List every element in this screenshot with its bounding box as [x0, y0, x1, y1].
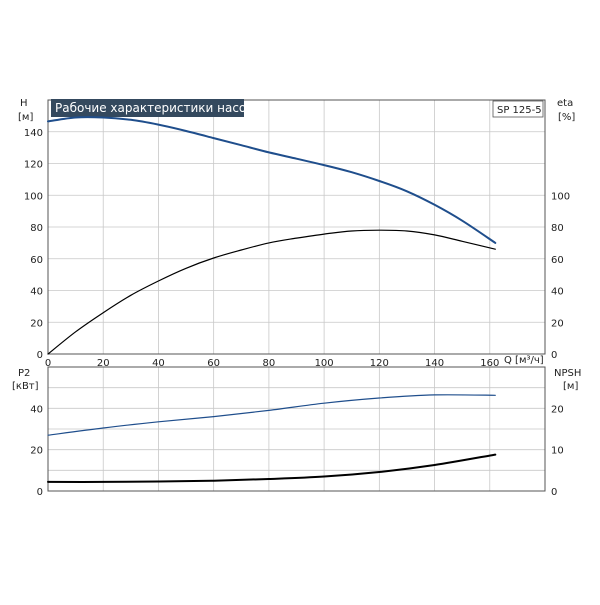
top-series-0-line	[47, 116, 497, 244]
bottom-y2-tick-label: 0	[551, 487, 557, 498]
top-y-tick-label: 80	[30, 223, 43, 234]
top-y2-tick-label: 20	[551, 318, 564, 329]
bottom-y-tick-label: 40	[30, 404, 43, 415]
flow-axis-label: Q [м³/ч]	[504, 355, 544, 366]
x-tick-label: 140	[425, 358, 444, 369]
top-y2-tick-label: 100	[551, 191, 570, 202]
top-panel-grid	[48, 100, 545, 354]
top-y-tick-label: 120	[24, 160, 43, 171]
top-series-1-line	[47, 229, 496, 355]
top-panel-frame	[47, 99, 546, 355]
top-y-tick-label: 140	[24, 128, 43, 139]
top-y2-tick-label: 60	[551, 255, 564, 266]
bottom-y2-tick-label: 20	[551, 404, 564, 415]
bottom-y-tick-label: 0	[37, 487, 43, 498]
bottom-panel-grid	[48, 367, 545, 491]
top-y-tick-label: 0	[37, 350, 43, 361]
x-tick-label: 80	[263, 358, 276, 369]
x-tick-label: 20	[97, 358, 110, 369]
power-axis-label: P2	[18, 368, 30, 379]
x-tick-label: 60	[207, 358, 220, 369]
chart-title: Рабочие характеристики насоса	[55, 101, 260, 115]
bottom-y-tick-label: 20	[30, 446, 43, 457]
chart-title-background	[51, 99, 244, 117]
x-tick-label: 100	[315, 358, 334, 369]
top-y-tick-label: 100	[24, 191, 43, 202]
npsh-axis-label: NPSH	[554, 368, 581, 379]
npsh-axis-unit: [м]	[563, 381, 578, 392]
x-tick-label: 120	[370, 358, 389, 369]
bottom-series-1-line	[47, 453, 497, 483]
top-y-tick-label: 60	[30, 255, 43, 266]
model-label: SP 125-5	[497, 105, 542, 116]
top-y2-tick-label: 80	[551, 223, 564, 234]
top-y2-tick-label: 0	[551, 350, 557, 361]
top-y-tick-label: 20	[30, 318, 43, 329]
model-label-box	[492, 100, 544, 118]
x-tick-label: 0	[45, 358, 51, 369]
bottom-y2-tick-label: 10	[551, 446, 564, 457]
head-axis-unit: [м]	[18, 112, 33, 123]
bottom-series-0-line	[47, 394, 496, 436]
top-y2-tick-label: 40	[551, 287, 564, 298]
top-y-tick-label: 40	[30, 287, 43, 298]
x-tick-label: 40	[152, 358, 165, 369]
x-tick-label: 160	[480, 358, 499, 369]
bottom-panel-frame	[47, 366, 546, 492]
eta-axis-label: eta	[557, 98, 573, 109]
head-axis-label: H	[20, 98, 28, 109]
curves	[47, 116, 497, 483]
power-axis-unit: [кВт]	[12, 381, 39, 392]
tick-labels: 0 20 40 60 80 100 120 140 1600204060801001201400…	[24, 128, 570, 498]
eta-axis-unit: [%]	[558, 112, 575, 123]
